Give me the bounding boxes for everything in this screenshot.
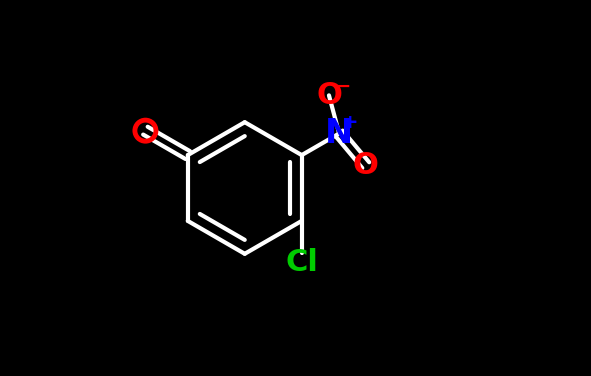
Text: O: O (353, 151, 379, 180)
Text: −: − (335, 76, 352, 96)
Text: Cl: Cl (285, 248, 318, 277)
Text: O: O (316, 81, 342, 110)
Text: +: + (342, 114, 359, 132)
Text: N: N (325, 117, 353, 150)
